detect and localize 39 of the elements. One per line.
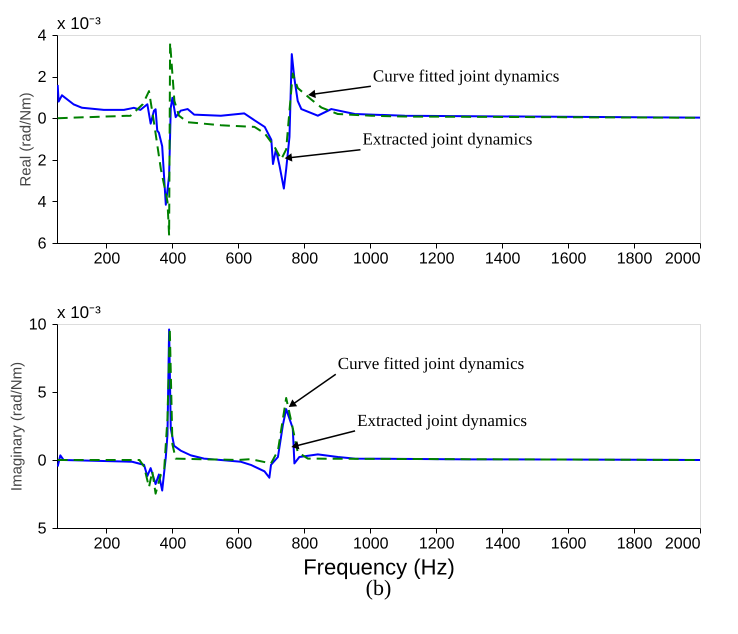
y-axis-title: Imaginary (rad/Nm) (8, 362, 26, 492)
y-tick-label: 4 (38, 28, 47, 44)
x-tick-label: 1600 (550, 250, 586, 268)
x-tick-label: 200 (94, 536, 120, 552)
annotation: Curve fitted joint dynamics (372, 66, 560, 86)
x-tick-label: 600 (226, 536, 252, 552)
x-tick-label: 600 (226, 250, 252, 268)
y-tick-label: 0 (38, 452, 47, 470)
x-tick-label: 800 (291, 536, 318, 552)
x-tick-label: 1800 (616, 250, 652, 268)
y-tick-label: 4 (38, 194, 47, 211)
x-tick-label: 200 (94, 250, 120, 268)
text: x 10⁻³ (57, 14, 102, 33)
x-tick-label: 2000 (664, 536, 701, 552)
y-tick-label: 10 (28, 316, 47, 334)
x-tick-label: 2000 (664, 250, 701, 268)
y-tick-label: 2 (38, 69, 47, 86)
x-tick-label: 800 (291, 250, 318, 268)
annotation: Extracted joint dynamics (362, 130, 532, 149)
x-tick-label: 1000 (352, 250, 389, 268)
x-tick-label: 1200 (418, 536, 455, 552)
y-tick-label: 0 (38, 110, 47, 128)
y-axis-title: Real (rad/Nm) (18, 92, 35, 187)
line-series (57, 53, 700, 206)
x-tick-label: 1000 (352, 536, 389, 552)
y-tick-label: 5 (38, 384, 47, 402)
x-tick-label: 400 (160, 250, 186, 268)
y-tick-label: 2 (38, 152, 47, 170)
y-tick-label: 5 (38, 520, 47, 538)
x-tick-label: 1400 (484, 536, 521, 552)
annotation: Extracted joint dynamics (357, 410, 528, 430)
y-tick-label: 6 (38, 236, 47, 252)
x-tick-label: 1400 (484, 250, 521, 268)
x-tick-label: 400 (160, 536, 186, 552)
x-tick-label: 1800 (616, 536, 652, 552)
text: x 10⁻³ (57, 303, 102, 322)
x-tick-label: 1200 (418, 250, 455, 268)
x-tick-label: 1600 (550, 536, 586, 552)
annotation: Curve fitted joint dynamics (338, 354, 524, 374)
